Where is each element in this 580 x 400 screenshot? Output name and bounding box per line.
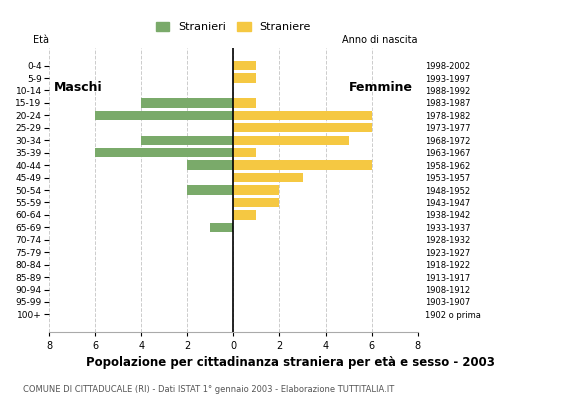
- Bar: [233, 98, 256, 108]
- Bar: [187, 160, 233, 170]
- Bar: [233, 123, 372, 132]
- Bar: [233, 73, 256, 83]
- Legend: Stranieri, Straniere: Stranieri, Straniere: [154, 20, 313, 34]
- Bar: [187, 185, 233, 195]
- Bar: [233, 61, 256, 70]
- Text: Anno di nascita: Anno di nascita: [342, 35, 418, 45]
- Bar: [233, 136, 349, 145]
- Bar: [233, 185, 280, 195]
- Text: COMUNE DI CITTADUCALE (RI) - Dati ISTAT 1° gennaio 2003 - Elaborazione TUTTITALI: COMUNE DI CITTADUCALE (RI) - Dati ISTAT …: [23, 385, 394, 394]
- Bar: [95, 148, 233, 157]
- Text: Maschi: Maschi: [54, 80, 103, 94]
- Bar: [233, 210, 256, 220]
- Bar: [95, 111, 233, 120]
- Bar: [233, 198, 280, 207]
- Bar: [211, 223, 233, 232]
- Text: Età: Età: [33, 35, 49, 45]
- Text: Femmine: Femmine: [349, 80, 413, 94]
- Bar: [233, 173, 303, 182]
- Bar: [142, 98, 233, 108]
- Bar: [233, 111, 372, 120]
- Bar: [233, 160, 372, 170]
- Bar: [142, 136, 233, 145]
- Bar: [233, 148, 256, 157]
- Text: Popolazione per cittadinanza straniera per età e sesso - 2003: Popolazione per cittadinanza straniera p…: [86, 356, 494, 369]
